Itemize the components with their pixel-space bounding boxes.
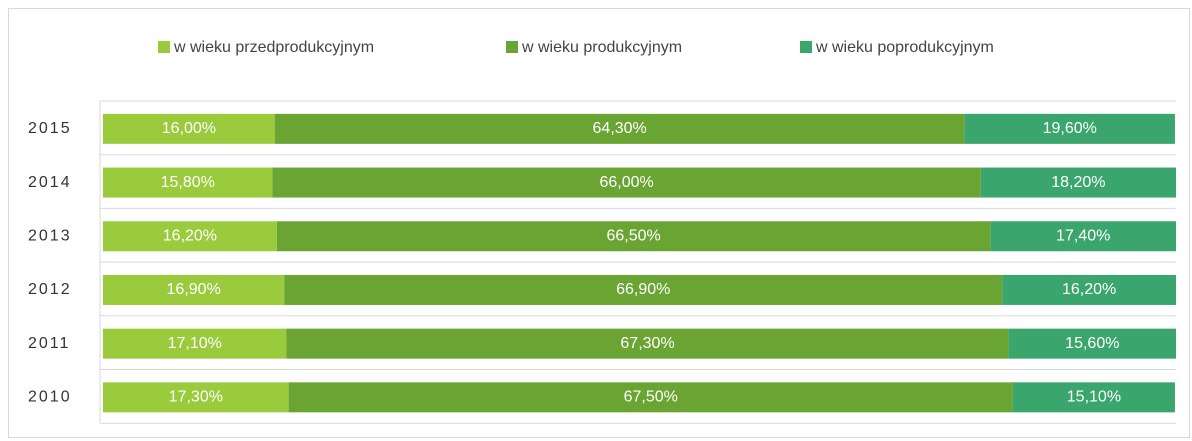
bar-segment — [103, 221, 277, 252]
data-label: 66,00% — [599, 174, 653, 191]
data-label: 64,30% — [593, 120, 647, 137]
data-label: 16,90% — [167, 281, 221, 298]
y-tick-label: 2010 — [28, 389, 72, 406]
bar-segment — [103, 382, 289, 413]
data-label: 17,10% — [168, 335, 222, 352]
bar-segment — [103, 113, 275, 144]
legend-label: w wieku przedprodukcyjnym — [173, 39, 374, 56]
data-label: 67,50% — [624, 389, 678, 406]
data-label: 66,90% — [616, 281, 670, 298]
data-label: 15,80% — [161, 174, 215, 191]
y-tick-label: 2014 — [28, 174, 72, 191]
y-tick-label: 2015 — [28, 120, 72, 137]
bar-segment — [980, 167, 1176, 198]
bar-segment — [286, 328, 1009, 359]
legend-swatch — [506, 41, 518, 53]
y-tick-label: 2012 — [28, 281, 72, 298]
bar-segment — [274, 113, 965, 144]
legend-label: w wieku produkcyjnym — [521, 39, 682, 56]
data-label: 15,10% — [1067, 389, 1121, 406]
bar-segment — [276, 221, 991, 252]
data-label: 15,60% — [1065, 335, 1119, 352]
legend-swatch — [800, 41, 812, 53]
data-label: 67,30% — [620, 335, 674, 352]
data-label: 17,30% — [169, 389, 223, 406]
bar-segment — [1008, 328, 1176, 359]
bar-segment — [103, 328, 287, 359]
bar-segment — [964, 113, 1175, 144]
data-label: 16,00% — [162, 120, 216, 137]
bar-segment — [103, 167, 273, 198]
y-tick-label: 2013 — [28, 227, 72, 244]
data-label: 16,20% — [163, 227, 217, 244]
data-label: 17,40% — [1056, 227, 1110, 244]
bar-segment — [1002, 274, 1176, 305]
bar-segment — [272, 167, 981, 198]
bar-segment — [1012, 382, 1175, 413]
data-label: 18,20% — [1051, 174, 1105, 191]
data-label: 19,60% — [1043, 120, 1097, 137]
bar-segment — [288, 382, 1013, 413]
bar-segment — [284, 274, 1003, 305]
legend-label: w wieku poprodukcyjnym — [815, 39, 994, 56]
y-tick-label: 2011 — [28, 335, 70, 352]
data-label: 66,50% — [606, 227, 660, 244]
bar-segment — [103, 274, 285, 305]
legend-swatch — [158, 41, 170, 53]
data-label: 16,20% — [1062, 281, 1116, 298]
bar-segment — [990, 221, 1176, 252]
